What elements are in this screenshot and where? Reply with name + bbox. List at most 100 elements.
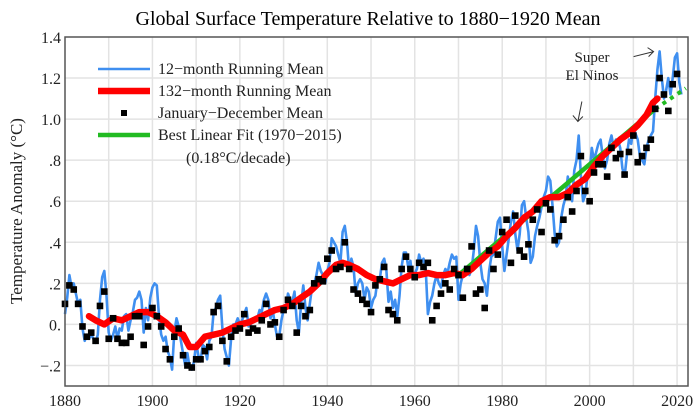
annual-mean-point (153, 312, 161, 320)
annual-mean-point (651, 105, 659, 113)
annual-mean-point (608, 144, 615, 152)
annual-mean-point (306, 306, 314, 314)
annual-mean-point (599, 160, 607, 168)
annual-mean-point (275, 333, 283, 341)
annual-mean-point (507, 259, 515, 267)
annual-mean-point (157, 323, 165, 330)
annual-mean-point (673, 70, 681, 78)
plot-area (61, 50, 687, 371)
annual-mean-point (616, 150, 624, 158)
x-tick-label: 2000 (574, 393, 606, 410)
annual-mean-point (450, 265, 458, 273)
annual-mean-point (442, 280, 449, 287)
annotation-arrow (633, 47, 655, 58)
annual-mean-point (485, 247, 493, 254)
annual-mean-point (170, 333, 178, 341)
annual-mean-point (494, 251, 502, 258)
annual-mean-point (293, 329, 301, 336)
annual-mean-point (240, 310, 248, 318)
annual-mean-point (114, 335, 121, 343)
x-tick-label: 1880 (49, 393, 81, 410)
annual-mean-point (358, 296, 366, 304)
annual-mean-point (538, 228, 545, 236)
x-tick-label: 1940 (311, 393, 343, 410)
annual-mean-point (520, 253, 528, 260)
annual-mean-point (188, 364, 196, 371)
annual-mean-point (516, 247, 523, 254)
annual-mean-point (66, 282, 73, 289)
annual-mean-point (385, 306, 392, 314)
annotations: Super El Ninos (566, 47, 655, 123)
annual-mean-point (586, 197, 593, 205)
annual-mean-point (315, 275, 322, 283)
y-axis-ticks: −.2 0. .2 .4 .6 .8 1.0 1.2 1.4 (40, 30, 61, 375)
y-axis-label: Temperature Anomaly (°C) (7, 118, 26, 304)
annual-mean-point (367, 308, 375, 316)
annual-mean-point (345, 265, 353, 273)
annual-mean-point (350, 286, 357, 293)
annual-mean-point (302, 312, 309, 320)
annual-mean-point (420, 263, 427, 271)
annual-mean-point (525, 241, 532, 248)
annual-mean-point (398, 265, 405, 273)
annual-mean-point (555, 232, 563, 240)
legend-label: 12−month Running Mean (158, 61, 323, 78)
annual-mean-point (533, 206, 541, 213)
y-tick-label: 1.0 (41, 112, 61, 129)
annual-mean-point (638, 152, 646, 160)
annual-mean-point (184, 362, 191, 369)
annual-mean-point (503, 216, 510, 224)
annual-mean-point (630, 132, 637, 139)
annual-mean-point (254, 327, 261, 334)
annual-mean-point (70, 286, 78, 293)
x-tick-label: 1960 (399, 393, 431, 410)
annual-mean-point (175, 325, 182, 332)
annual-mean-point (101, 288, 108, 295)
annual-mean-point (337, 263, 344, 271)
x-tick-label: 2020 (661, 393, 693, 410)
annual-mean-point (149, 304, 156, 312)
x-axis-ticks: 1880 1900 1920 1940 1960 1980 2000 2020 (49, 393, 693, 410)
annual-mean-point (612, 154, 620, 162)
annual-mean-point (79, 323, 86, 330)
annual-mean-point (105, 335, 113, 343)
annual-mean-point (529, 216, 537, 224)
annual-mean-point (590, 169, 598, 176)
annual-mean-point (459, 294, 467, 302)
annual-mean-point (92, 337, 99, 345)
annual-mean-point (310, 280, 318, 287)
chart-title: Global Surface Temperature Relative to 1… (136, 8, 601, 30)
annual-mean-point (542, 199, 550, 207)
annual-mean-point (428, 317, 436, 324)
annual-mean-point (328, 247, 335, 254)
annual-mean-point (424, 259, 432, 267)
annual-mean-point (647, 136, 655, 143)
annual-mean-point (568, 208, 576, 215)
annual-mean-point (455, 271, 462, 279)
y-tick-label: .4 (49, 235, 61, 252)
annual-mean-point (490, 265, 497, 273)
annual-mean-point (389, 310, 397, 318)
annual-mean-point (214, 302, 222, 310)
annual-mean-point (245, 329, 252, 336)
legend-label: Best Linear Fit (1970−2015) (158, 127, 342, 144)
annual-mean-point (319, 278, 327, 285)
annual-mean-point (546, 206, 554, 213)
legend-swatch-annual-mean (121, 110, 127, 116)
y-tick-label: 0. (49, 317, 61, 334)
annual-mean-point (284, 296, 292, 304)
annual-mean-point (258, 317, 266, 324)
annual-mean-point (603, 173, 611, 180)
series-132-month-running-mean (85, 95, 661, 351)
y-tick-label: .6 (49, 194, 61, 211)
annual-mean-point (463, 265, 471, 273)
annual-mean-point (83, 333, 91, 341)
annual-mean-point (144, 323, 152, 330)
annual-mean-point (643, 144, 650, 152)
annual-mean-point (219, 337, 226, 345)
x-tick-label: 1980 (486, 393, 518, 410)
annual-mean-point (267, 321, 274, 328)
annual-mean-point (560, 216, 567, 224)
annotation-arrow (572, 101, 584, 123)
